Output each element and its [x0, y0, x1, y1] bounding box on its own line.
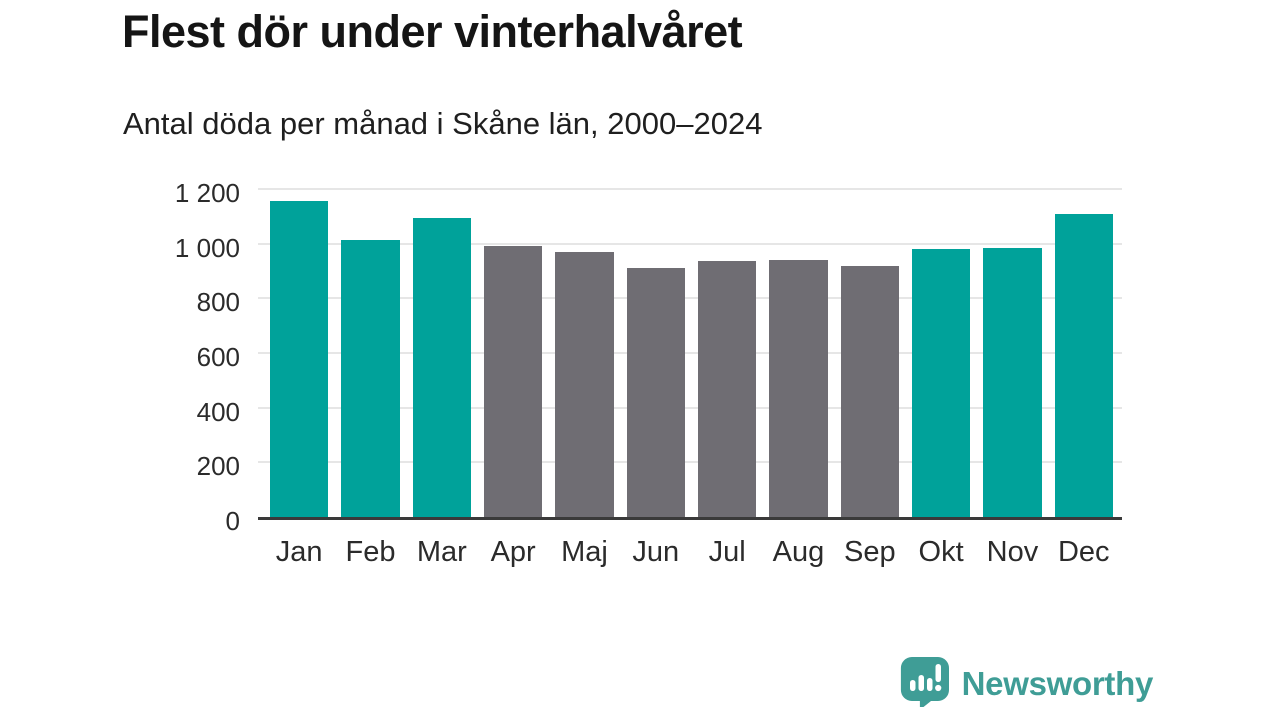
x-tick-label-apr: Apr: [490, 536, 536, 568]
bar-aug: [769, 260, 828, 517]
bar-sep: [840, 265, 899, 517]
x-tick-label-jan: Jan: [275, 536, 323, 568]
newsworthy-logo-icon: [899, 655, 951, 712]
bar-jan: [270, 201, 329, 517]
speech-bubble-shape: [900, 657, 949, 709]
bar-okt: [911, 249, 971, 517]
x-tick-label-jul: Jul: [708, 536, 746, 568]
y-tick-label-1000: 1 000: [174, 232, 240, 263]
x-tick-label-mar: Mar: [416, 536, 467, 568]
bar-apr: [483, 246, 543, 517]
y-tick-label-800: 800: [196, 287, 240, 318]
x-tick-label-maj: Maj: [561, 536, 608, 568]
x-tick-label-feb: Feb: [345, 536, 396, 568]
y-tick-label-1200: 1 200: [174, 178, 240, 208]
x-tick-label-nov: Nov: [986, 536, 1039, 568]
gridline-400: [258, 406, 1122, 409]
bar-mar: [412, 217, 471, 517]
y-tick-label-600: 600: [196, 342, 240, 372]
newsworthy-logo-text: Newsworthy: [961, 664, 1154, 702]
gridline-200: [258, 461, 1122, 464]
y-tick-label-200: 200: [196, 451, 240, 482]
brand-footer: Newsworthy: [899, 655, 1153, 712]
bar-jun: [626, 268, 685, 517]
bar-maj: [555, 251, 614, 517]
y-axis: 0 200 400 600 800 1 000 1 200: [100, 178, 240, 536]
bar-jul: [697, 261, 757, 517]
chart-title: Flest dör under vinterhalvåret: [122, 6, 743, 57]
bar-dec: [1054, 213, 1113, 517]
y-tick-label-400: 400: [196, 396, 240, 427]
gridline-600: [258, 352, 1122, 354]
bar-series: [258, 192, 1122, 517]
gridline-1000: [258, 242, 1122, 245]
gridline-1200: [258, 188, 1122, 190]
x-tick-label-aug: Aug: [772, 536, 825, 568]
x-tick-label-jun: Jun: [632, 536, 680, 568]
x-tick-label-sep: Sep: [843, 536, 896, 568]
bar-feb: [341, 239, 400, 517]
x-tick-label-dec: Dec: [1057, 536, 1110, 568]
plot-area: [258, 188, 1122, 520]
x-axis: Jan Feb Mar Apr Maj Jun Jul Aug Sep Okt Nov Dec: [258, 534, 1122, 570]
gridline-800: [258, 297, 1122, 300]
x-tick-label-okt: Okt: [918, 536, 964, 568]
chart-subtitle: Antal döda per månad i Skåne län, 2000–2…: [123, 106, 763, 141]
bar-nov: [983, 247, 1042, 517]
y-tick-label-0: 0: [225, 506, 240, 536]
